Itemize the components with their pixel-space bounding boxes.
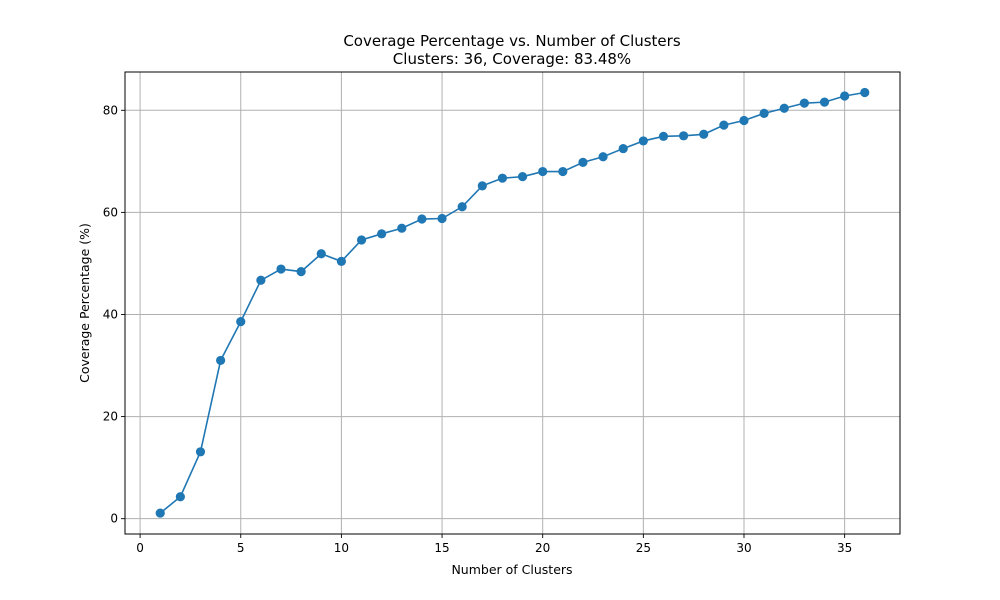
data-point <box>477 181 487 191</box>
x-tick-label: 5 <box>237 541 245 555</box>
x-axis-ticks: 0 5 10 15 20 25 30 35 <box>136 534 852 555</box>
data-point <box>779 103 789 113</box>
x-tick-label: 10 <box>334 541 349 555</box>
y-tick-label: 0 <box>110 512 118 526</box>
data-point <box>236 317 246 327</box>
data-point <box>719 120 729 130</box>
data-point <box>356 235 367 245</box>
data-point <box>860 87 870 98</box>
coverage-series <box>155 87 870 518</box>
data-point <box>397 223 407 233</box>
y-tick-label: 20 <box>103 410 118 424</box>
y-tick-label: 40 <box>103 307 118 321</box>
data-point <box>276 264 286 274</box>
x-tick-label: 15 <box>434 541 449 555</box>
x-tick-label: 25 <box>636 541 651 555</box>
data-point <box>578 157 588 167</box>
y-axis-ticks: 0 20 40 60 80 <box>103 103 125 526</box>
data-point <box>316 249 326 259</box>
chart-title: Coverage Percentage vs. Number of Cluste… <box>343 32 681 50</box>
data-point <box>256 275 266 285</box>
data-point <box>336 256 346 266</box>
data-point <box>638 136 648 146</box>
data-point <box>558 166 568 177</box>
data-point <box>598 152 608 162</box>
data-point <box>155 508 165 518</box>
data-point <box>195 447 206 457</box>
plot-frame <box>124 71 901 535</box>
chart-subtitle: Clusters: 36, Coverage: 83.48% <box>393 50 631 68</box>
data-point <box>739 115 749 126</box>
data-point <box>377 229 387 239</box>
x-axis-label: Number of Clusters <box>451 562 572 577</box>
x-tick-label: 35 <box>837 541 852 555</box>
y-tick-label: 60 <box>103 205 118 219</box>
data-point <box>840 91 850 101</box>
x-tick-label: 0 <box>136 541 144 555</box>
data-point <box>437 213 447 224</box>
data-point <box>517 172 528 182</box>
y-axis-label: Coverage Percentage (%) <box>77 223 92 383</box>
x-tick-label: 20 <box>535 541 550 555</box>
data-point <box>618 143 628 154</box>
x-tick-label: 30 <box>736 541 751 555</box>
data-point <box>799 98 809 108</box>
data-point <box>679 131 689 141</box>
data-point <box>819 97 830 107</box>
data-point <box>296 267 306 277</box>
data-point <box>538 166 548 177</box>
y-tick-label: 80 <box>103 103 118 117</box>
data-point <box>417 214 427 224</box>
data-point <box>658 131 669 141</box>
data-point <box>457 202 467 212</box>
data-point <box>216 355 226 366</box>
data-point <box>497 173 508 183</box>
data-point <box>699 129 709 139</box>
data-point <box>175 492 185 502</box>
grid-lines <box>125 72 900 534</box>
data-point <box>759 108 769 118</box>
